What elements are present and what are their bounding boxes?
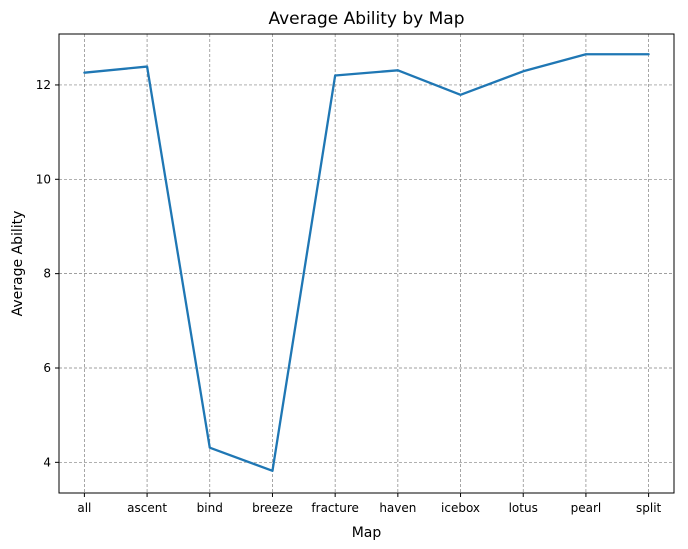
x-tick-label: all [77, 501, 91, 515]
y-tick-label: 6 [43, 361, 51, 375]
x-axis: all ascent bind breeze fracture haven icebox lo… [77, 493, 662, 515]
y-tick-label: 4 [43, 455, 51, 469]
y-axis-title: Average Ability [10, 211, 26, 317]
x-axis-title: Map [352, 525, 382, 541]
x-tick-label: icebox [441, 501, 480, 515]
y-tick-label: 8 [43, 267, 51, 281]
x-tick-label: bind [197, 501, 223, 515]
x-tick-label: fracture [311, 501, 358, 515]
x-tick-label: breeze [252, 501, 293, 515]
y-tick-label: 10 [36, 172, 51, 186]
x-tick-label: pearl [571, 501, 602, 515]
x-tick-label: haven [379, 501, 416, 515]
x-tick-label: ascent [127, 501, 167, 515]
y-tick-label: 12 [36, 78, 51, 92]
chart-title: Average Ability by Map [268, 9, 464, 29]
x-tick-label: split [636, 501, 662, 515]
plot-area-frame [58, 33, 675, 494]
series-line [83, 53, 650, 472]
grid-lines [59, 34, 674, 493]
x-tick-label: lotus [509, 501, 538, 515]
y-axis: 4 6 8 10 12 [36, 78, 59, 469]
series-layer [83, 53, 650, 472]
